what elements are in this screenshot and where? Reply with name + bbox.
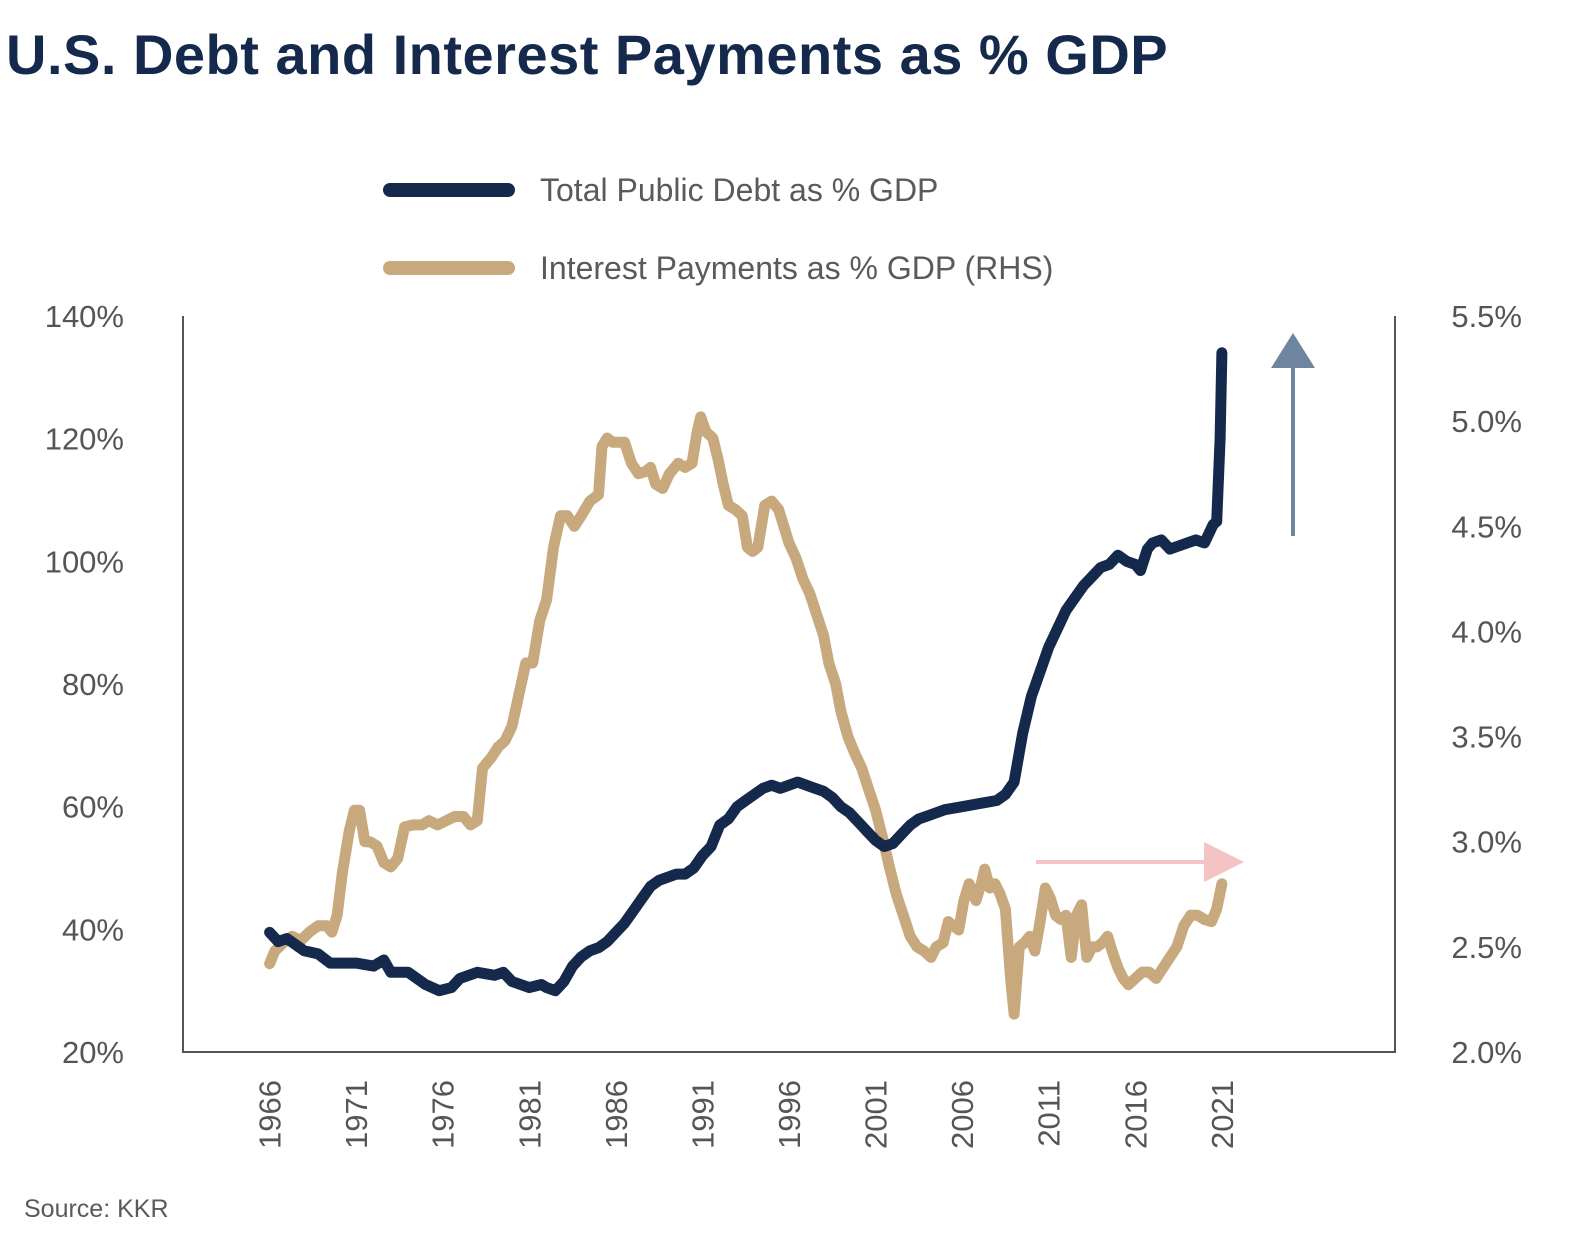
y-right-tick-label: 4.5%	[1451, 509, 1522, 544]
x-tick-label: 2001	[859, 1080, 894, 1149]
source-note: Source: KKR	[24, 1195, 169, 1223]
y-left-tick-label: 120%	[45, 422, 124, 457]
y-left-tick-label: 80%	[62, 667, 124, 702]
x-tick-label: 2006	[945, 1080, 980, 1149]
y-left-tick-label: 60%	[62, 790, 124, 825]
legend-label: Total Public Debt as % GDP	[540, 172, 938, 208]
x-tick-label: 2011	[1032, 1080, 1067, 1147]
x-tick-label: 1996	[772, 1080, 807, 1149]
y-right-tick-label: 3.5%	[1451, 720, 1522, 755]
y-right-tick-label: 3.0%	[1451, 825, 1522, 860]
y-left-tick-label: 140%	[45, 299, 124, 334]
y-left-tick-label: 40%	[62, 912, 124, 947]
x-tick-label: 1981	[512, 1080, 547, 1149]
x-tick-label: 1991	[685, 1080, 720, 1149]
plot-frame	[182, 316, 1396, 1053]
x-tick-label: 1971	[339, 1080, 374, 1149]
y-right-tick-label: 5.5%	[1451, 299, 1522, 334]
annotations	[1036, 333, 1315, 882]
x-tick-label: 1976	[426, 1080, 461, 1149]
x-tick-label: 1986	[599, 1080, 634, 1149]
y-right-tick-label: 5.0%	[1451, 404, 1522, 439]
x-tick-label: 1966	[253, 1080, 288, 1149]
legend-label: Interest Payments as % GDP (RHS)	[540, 250, 1053, 286]
x-tick-label: 2021	[1205, 1080, 1240, 1149]
x-tick-label: 2016	[1118, 1080, 1153, 1149]
interest-series-line	[264, 411, 1228, 1020]
interest-flat-arrow-head	[1204, 842, 1244, 882]
y-right-tick-label: 2.0%	[1451, 1035, 1522, 1070]
legend: Total Public Debt as % GDP Interest Payme…	[383, 172, 1053, 286]
debt-series-line	[264, 347, 1228, 997]
y-left-tick-label: 100%	[45, 544, 124, 579]
series-layer	[264, 347, 1228, 1020]
debt-up-arrow-head	[1271, 333, 1315, 368]
y-left-tick-label: 20%	[62, 1035, 124, 1070]
y-right-tick-label: 4.0%	[1451, 614, 1522, 649]
y-right-tick-label: 2.5%	[1451, 930, 1522, 965]
axes: 20% 40% 60% 80% 100% 120% 140% 2.0% 2.5% 3.0% 3.5%…	[45, 299, 1522, 1149]
chart-title: U.S. Debt and Interest Payments as % GDP	[6, 23, 1169, 86]
